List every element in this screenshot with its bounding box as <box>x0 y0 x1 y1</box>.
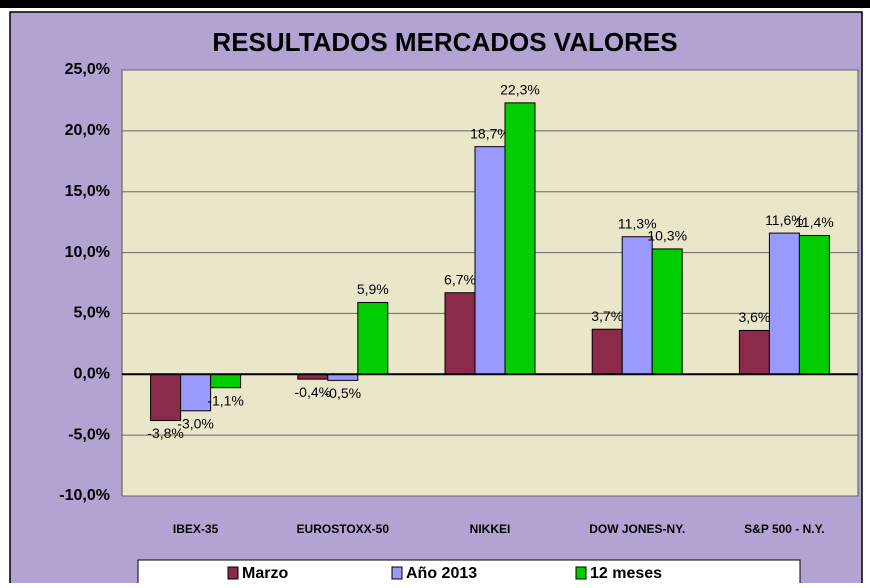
y-tick-label: 0,0% <box>74 366 110 383</box>
legend-swatch <box>391 566 403 580</box>
data-label: 6,7% <box>444 271 476 287</box>
bar <box>591 328 623 375</box>
data-label: 11,4% <box>795 214 834 230</box>
y-tick-label: 15,0% <box>65 183 110 200</box>
y-tick-label: -5,0% <box>68 426 110 443</box>
top-bar <box>0 0 870 8</box>
data-label: 3,6% <box>738 309 770 325</box>
bar <box>357 301 389 375</box>
data-label: 11,6% <box>765 212 804 228</box>
x-tick-label: S&P 500 - N.Y. <box>744 522 824 536</box>
data-label: 22,3% <box>500 82 540 98</box>
bar <box>444 292 476 375</box>
bar <box>474 146 506 375</box>
data-label: -1,1% <box>207 392 244 408</box>
chart-title: RESULTADOS MERCADOS VALORES <box>212 27 677 57</box>
bar <box>504 102 536 375</box>
y-tick-label: 25,0% <box>65 61 110 78</box>
data-label: 3,7% <box>591 308 623 324</box>
legend-swatch <box>575 566 587 580</box>
bar <box>210 373 242 389</box>
y-tick-label: 5,0% <box>74 305 110 322</box>
data-label: 10,3% <box>647 228 687 244</box>
bar <box>768 232 800 375</box>
data-label: 11,3% <box>618 215 657 231</box>
bar <box>651 248 683 375</box>
legend-label: 12 meses <box>590 565 662 582</box>
x-tick-label: EUROSTOXX-50 <box>297 522 390 536</box>
bar <box>180 373 212 412</box>
legend-label: Año 2013 <box>406 565 477 582</box>
y-tick-label: 10,0% <box>65 244 110 261</box>
x-tick-label: DOW JONES-NY. <box>589 522 685 536</box>
data-label: -0,4% <box>295 384 332 400</box>
data-label: -0,5% <box>325 385 362 401</box>
bar <box>621 236 653 375</box>
data-label: 18,7% <box>470 125 510 141</box>
y-tick-label: -10,0% <box>59 487 110 504</box>
bar <box>798 235 830 375</box>
y-tick-label: 20,0% <box>65 122 110 139</box>
data-label: -3,0% <box>177 416 214 432</box>
bar <box>738 329 770 375</box>
x-tick-label: IBEX-35 <box>173 522 219 536</box>
bar <box>150 373 182 422</box>
data-label: -3,8% <box>147 425 184 441</box>
x-tick-label: NIKKEI <box>470 522 511 536</box>
legend-swatch <box>227 566 239 580</box>
legend-label: Marzo <box>242 565 288 582</box>
data-label: 5,9% <box>357 281 389 297</box>
